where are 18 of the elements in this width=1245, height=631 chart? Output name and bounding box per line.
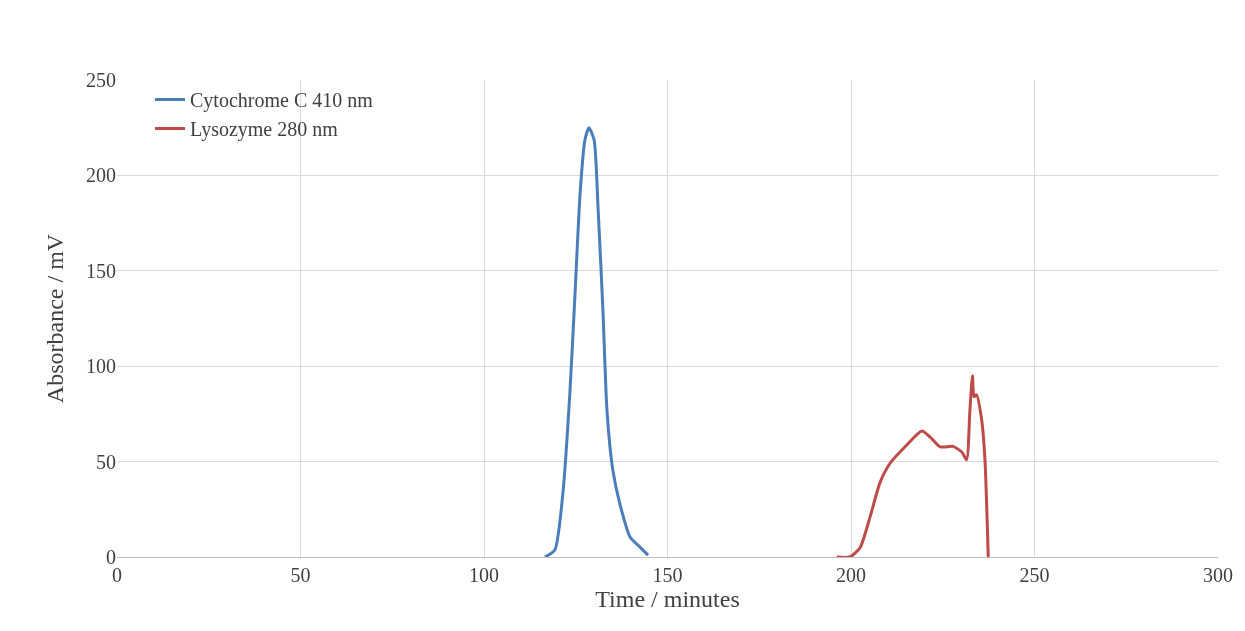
y-tick-label: 200 [86, 164, 116, 187]
line-series [543, 126, 650, 557]
x-axis-title: Time / minutes [595, 586, 740, 612]
x-tick-label: 100 [469, 564, 499, 586]
y-tick-label: 100 [86, 355, 116, 378]
y-tick-label: 150 [86, 259, 116, 282]
x-tick-label: 300 [1203, 564, 1233, 586]
x-tick-label: 200 [836, 564, 866, 586]
y-tick-label: 250 [86, 69, 116, 91]
line-series [835, 374, 990, 557]
y-tick-label: 50 [96, 450, 116, 473]
legend-label: Cytochrome C 410 nm [190, 89, 374, 113]
x-tick-label: 150 [652, 564, 683, 586]
y-tick-label: 0 [106, 546, 116, 568]
x-tick-label: 50 [290, 564, 311, 586]
y-axis-title: Absorbance / mV [42, 233, 69, 404]
x-tick-label: 250 [1019, 564, 1050, 586]
legend-label: Lysozyme 280 nm [190, 118, 339, 142]
